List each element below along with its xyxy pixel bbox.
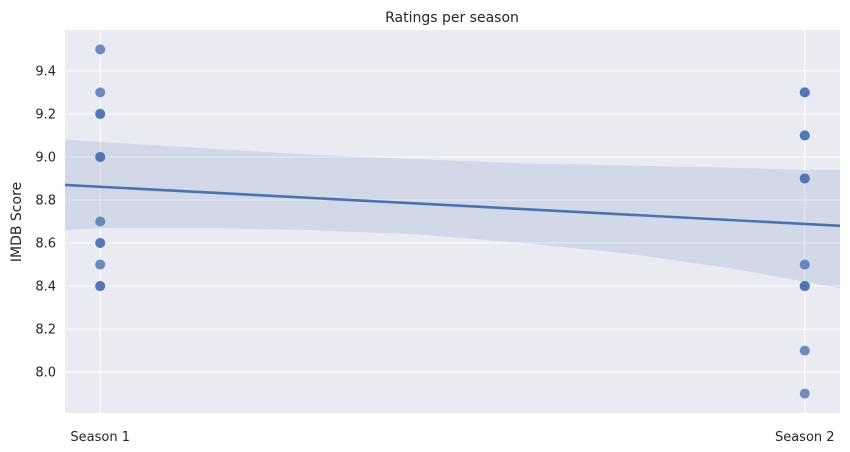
- data-point: [95, 259, 106, 270]
- data-point: [95, 44, 106, 55]
- y-tick-label: 8.4: [35, 280, 56, 295]
- y-tick-labels: 8.0 8.2 8.4 8.6 8.8 9.0 9.2 9.4: [35, 64, 56, 380]
- confidence-band-group: [65, 139, 840, 289]
- data-point: [95, 238, 106, 249]
- chart-title: Ratings per season: [385, 10, 519, 26]
- x-tick-labels: Season 1 Season 2: [70, 430, 834, 445]
- data-point: [95, 87, 106, 98]
- regression-line: [64, 183, 841, 228]
- y-axis-label: IMDB Score: [9, 182, 25, 262]
- data-point: [799, 259, 810, 270]
- y-tick-label: 8.0: [35, 366, 56, 381]
- x-tick-label: Season 2: [775, 430, 835, 445]
- data-point: [95, 151, 106, 162]
- data-point: [95, 281, 106, 292]
- confidence-band: [65, 139, 840, 289]
- data-point: [95, 216, 106, 227]
- data-point: [799, 130, 810, 141]
- data-point: [799, 345, 810, 356]
- x-tick-label: Season 1: [70, 430, 130, 445]
- y-tick-label: 9.2: [35, 107, 56, 122]
- data-point: [799, 87, 810, 98]
- data-points: [95, 44, 810, 399]
- y-tick-label: 9.0: [35, 150, 56, 165]
- data-point: [799, 173, 810, 184]
- data-point: [95, 108, 106, 119]
- y-tick-label: 9.4: [35, 64, 56, 79]
- plot-background: [65, 30, 840, 413]
- data-point: [799, 281, 810, 292]
- y-tick-label: 8.6: [35, 237, 56, 252]
- data-point: [799, 388, 810, 399]
- regression-line-group: [64, 183, 841, 228]
- y-tick-label: 8.8: [35, 193, 56, 208]
- y-tick-label: 8.2: [35, 323, 56, 338]
